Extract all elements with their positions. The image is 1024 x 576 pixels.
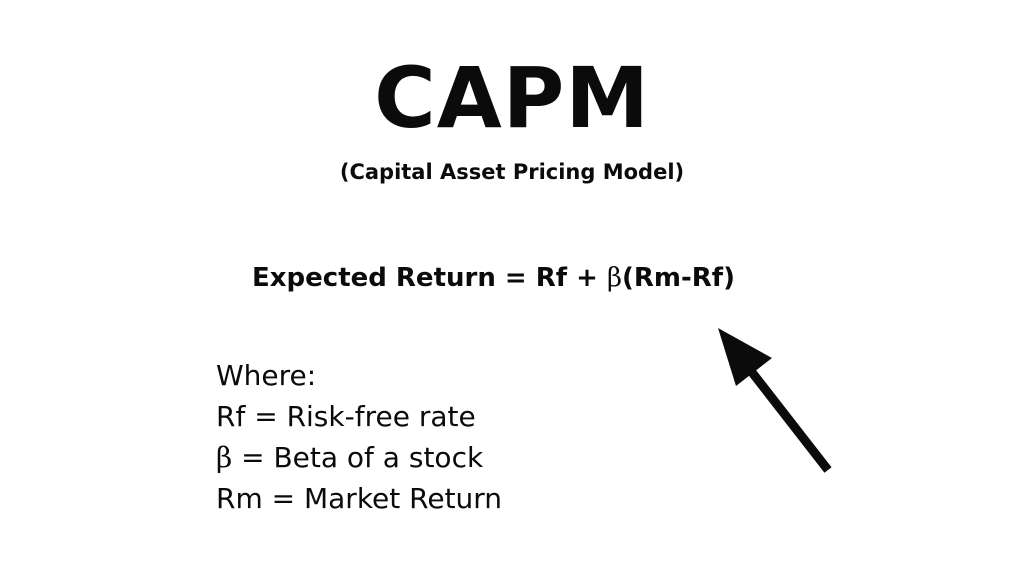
- definition-beta-text: = Beta of a stock: [232, 441, 484, 474]
- capm-formula: Expected Return = Rf + β(Rm-Rf): [252, 258, 772, 298]
- arrow-up-left-icon: [718, 328, 832, 473]
- definitions-heading: Where:: [216, 359, 317, 392]
- slide-title: CAPM: [374, 49, 650, 147]
- definition-rm: Rm = Market Return: [216, 482, 503, 515]
- definition-rf: Rf = Risk-free rate: [216, 400, 476, 433]
- formula-left: Expected Return = Rf +: [252, 263, 607, 293]
- definitions-block: Where: Rf = Risk-free rate β = Beta of a…: [216, 355, 636, 519]
- definition-beta: β = Beta of a stock: [216, 437, 636, 478]
- formula-beta-symbol: β: [606, 263, 622, 293]
- formula-right: (Rm-Rf): [621, 263, 735, 293]
- slide-subtitle: (Capital Asset Pricing Model): [339, 160, 685, 184]
- definition-beta-symbol: β: [216, 441, 233, 474]
